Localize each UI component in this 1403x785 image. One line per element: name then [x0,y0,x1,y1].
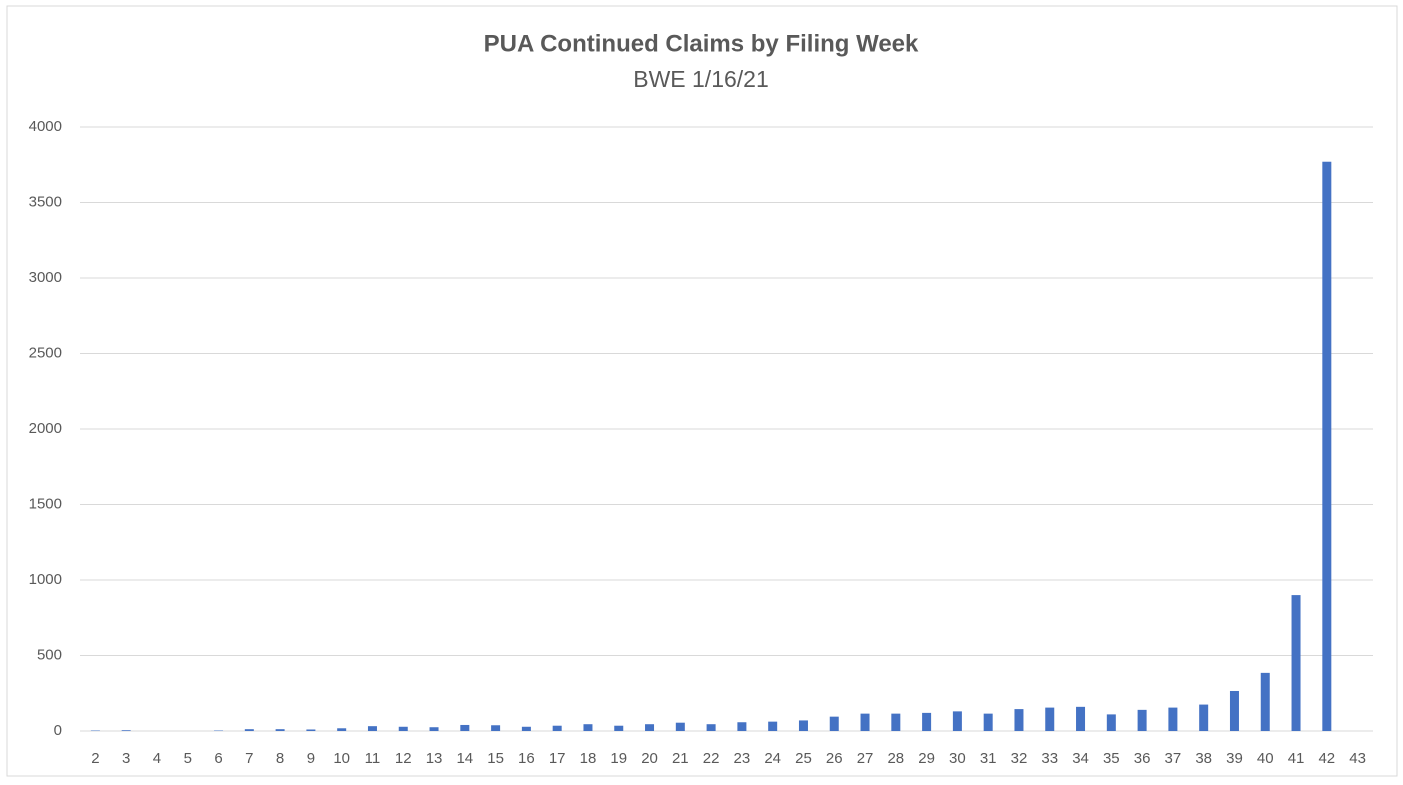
y-tick-label: 4000 [29,118,62,135]
bar [1076,707,1085,731]
x-tick-label: 15 [487,750,504,767]
y-tick-label: 1500 [29,495,62,512]
bar [1230,691,1239,731]
x-tick-label: 23 [734,750,751,767]
x-tick-label: 35 [1103,750,1120,767]
x-tick-label: 17 [549,750,566,767]
x-tick-label: 26 [826,750,843,767]
x-tick-label: 29 [918,750,935,767]
bar [1292,595,1301,731]
x-tick-label: 40 [1257,750,1274,767]
bar [1138,710,1147,731]
bar [1199,705,1208,731]
bar [799,720,808,731]
chart-frame [7,6,1397,776]
bar [768,722,777,731]
x-tick-label: 20 [641,750,658,767]
bar [276,729,285,731]
x-tick-label: 25 [795,750,812,767]
bar [306,729,315,731]
bar [1322,162,1331,731]
x-tick-label: 8 [276,750,284,767]
bar [245,729,254,731]
x-tick-label: 7 [245,750,253,767]
bar [830,717,839,731]
y-tick-label: 3500 [29,193,62,210]
bar [368,726,377,731]
bar [1168,708,1177,731]
bar [491,725,500,731]
x-tick-label: 30 [949,750,966,767]
bar [891,714,900,731]
chart-subtitle: BWE 1/16/21 [633,66,769,92]
bar [953,711,962,731]
x-tick-label: 10 [333,750,350,767]
x-tick-label: 18 [580,750,597,767]
x-tick-label: 9 [307,750,315,767]
x-tick-label: 3 [122,750,130,767]
y-tick-label: 3000 [29,269,62,286]
bar [984,714,993,731]
bar [614,726,623,731]
x-tick-label: 42 [1318,750,1335,767]
x-tick-label: 36 [1134,750,1151,767]
x-tick-label: 6 [214,750,222,767]
bar [737,722,746,731]
x-tick-label: 24 [764,750,781,767]
x-tick-label: 41 [1288,750,1305,767]
bar [1107,714,1116,731]
x-tick-label: 5 [184,750,192,767]
x-tick-label: 38 [1195,750,1212,767]
y-tick-label: 2000 [29,420,62,437]
x-tick-label: 43 [1349,750,1366,767]
x-tick-label: 39 [1226,750,1243,767]
y-tick-label: 0 [54,722,62,739]
x-tick-label: 4 [153,750,161,767]
x-tick-label: 21 [672,750,689,767]
y-tick-label: 2500 [29,344,62,361]
bar [1014,709,1023,731]
bar [707,724,716,731]
y-tick-label: 1000 [29,571,62,588]
x-tick-label: 19 [610,750,627,767]
bar [861,714,870,731]
bar [430,727,439,731]
x-tick-label: 22 [703,750,720,767]
bar [645,724,654,731]
x-tick-label: 12 [395,750,412,767]
y-tick-label: 500 [37,646,62,663]
bar [553,726,562,731]
x-tick-label: 13 [426,750,443,767]
bar [460,725,469,731]
x-tick-label: 27 [857,750,874,767]
bar [922,713,931,731]
x-tick-label: 34 [1072,750,1089,767]
bar [583,724,592,731]
bar [337,728,346,731]
bar [676,723,685,731]
chart-title: PUA Continued Claims by Filing Week [484,30,919,57]
bar [399,727,408,731]
bar [122,730,131,731]
x-tick-label: 33 [1041,750,1058,767]
x-tick-label: 32 [1011,750,1028,767]
x-tick-label: 37 [1165,750,1182,767]
x-tick-label: 2 [91,750,99,767]
x-tick-label: 11 [365,750,381,767]
bar [522,727,531,731]
x-tick-label: 16 [518,750,535,767]
bar [1045,708,1054,731]
bar [1261,673,1270,731]
x-tick-label: 31 [980,750,997,767]
x-tick-label: 14 [456,750,473,767]
x-tick-label: 28 [887,750,904,767]
